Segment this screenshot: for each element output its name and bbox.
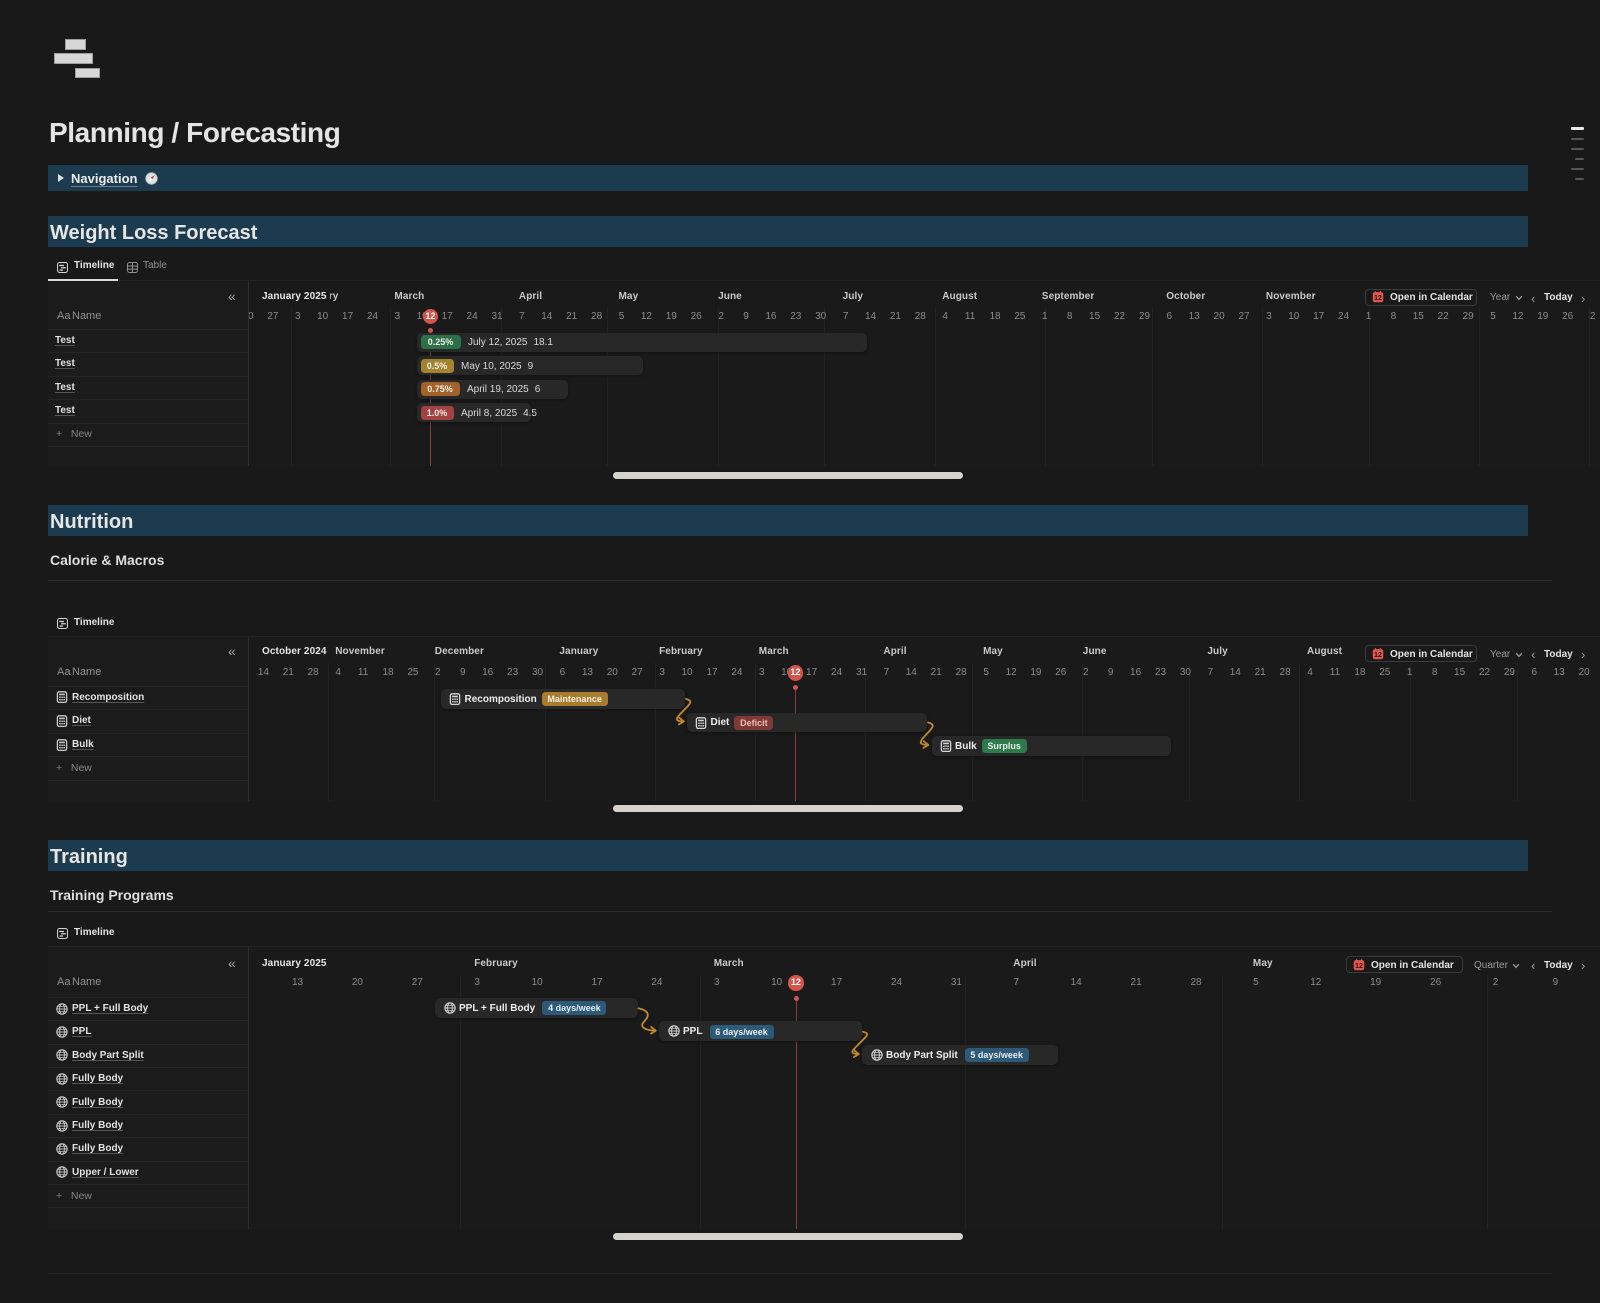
svg-text:12: 12 — [1374, 652, 1382, 659]
svg-text:12: 12 — [1355, 963, 1363, 970]
svg-text:12: 12 — [1374, 295, 1382, 302]
